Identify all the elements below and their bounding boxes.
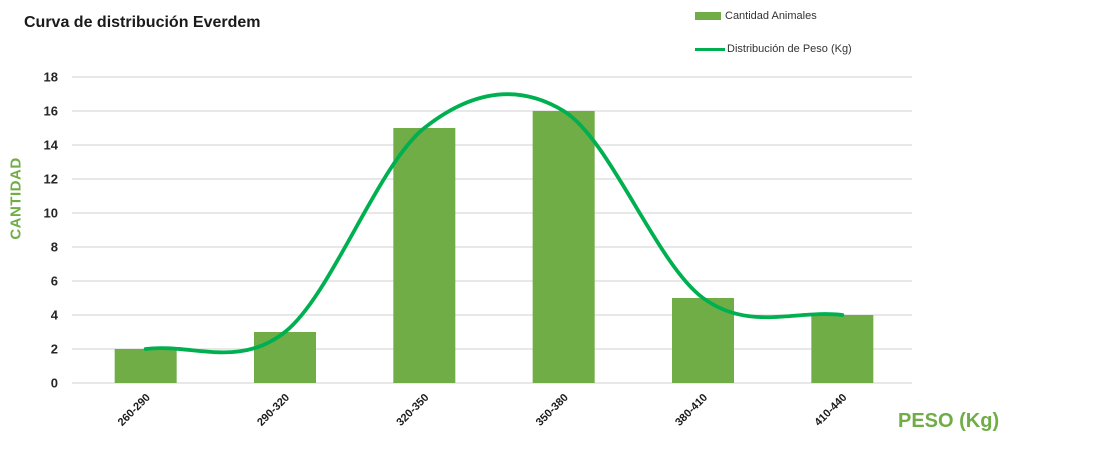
y-tick-label: 14 [44,138,59,153]
chart-title: Curva de distribución Everdem [24,14,261,31]
y-tick-label: 8 [51,240,58,255]
bar [811,315,874,383]
y-tick-label: 0 [51,376,58,391]
legend: Cantidad Animales Distribución de Peso (… [695,8,915,74]
legend-label: Distribución de Peso (Kg) [727,43,852,55]
x-tick-label: 260-290 [116,392,153,429]
distribution-curve [143,92,845,355]
y-tick-label: 12 [44,172,58,187]
x-tick-label: 320-350 [394,392,431,429]
bar [114,349,177,383]
legend-label: Cantidad Animales [725,10,817,22]
x-tick-label: 290-320 [255,392,292,429]
y-tick-label: 16 [44,104,58,119]
y-axis-title: CANTIDAD [7,157,25,240]
y-tick-label: 18 [44,70,58,85]
line-series-swatch-icon [695,47,725,51]
x-axis-title: PESO (Kg) [898,410,1000,432]
bar-series-swatch-icon [695,12,721,20]
bar [532,111,595,383]
x-tick-label: 350-380 [534,392,571,429]
legend-item-distribucion-peso[interactable]: Distribución de Peso (Kg) [695,41,915,57]
bar [393,128,456,383]
y-tick-label: 10 [44,206,58,221]
y-tick-label: 2 [51,342,58,357]
bar [672,298,734,383]
x-tick-label: 380-410 [673,392,710,429]
legend-item-cantidad-animales[interactable]: Cantidad Animales [695,8,915,24]
bar [254,332,316,383]
y-tick-label: 4 [51,308,59,323]
y-tick-label: 6 [51,274,58,289]
x-tick-label: 410-440 [812,392,849,429]
